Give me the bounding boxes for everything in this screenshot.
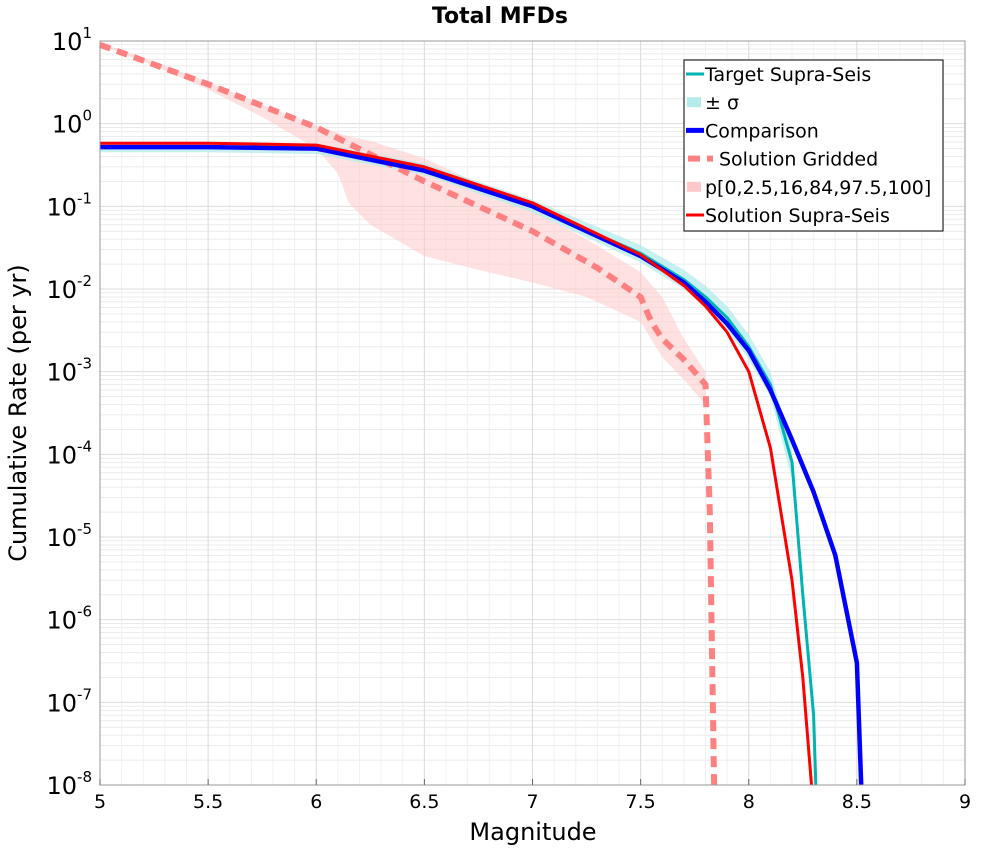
y-tick-label: 10-6 bbox=[46, 603, 92, 635]
legend-box bbox=[683, 59, 944, 232]
legend-label: Comparison bbox=[705, 120, 819, 142]
legend-swatch bbox=[687, 181, 701, 192]
legend-label: Solution Gridded bbox=[719, 149, 878, 171]
bands-layer bbox=[100, 42, 792, 480]
y-tick-label: 10-8 bbox=[46, 768, 92, 800]
x-axis-label: Magnitude bbox=[469, 818, 596, 846]
y-tick-label: 10-3 bbox=[46, 355, 92, 387]
series-solution-gridded bbox=[98, 41, 718, 786]
x-axis: 5 5.5 6 6.5 7 7.5 8 8.5 9 bbox=[94, 779, 971, 813]
series-comparison bbox=[100, 144, 864, 786]
y-axis: 101 100 10-1 10-2 10-3 10-4 10-5 10-6 10-7 10-8 bbox=[46, 24, 92, 800]
x-tick-label: 7.5 bbox=[626, 791, 656, 813]
x-tick-label: 7 bbox=[526, 791, 538, 813]
x-tick-label: 9 bbox=[959, 791, 971, 813]
y-tick-label: 10-7 bbox=[46, 685, 92, 717]
lines-layer bbox=[98, 41, 864, 786]
x-tick-label: 6.5 bbox=[409, 791, 439, 813]
legend-label: Solution Supra-Seis bbox=[705, 205, 890, 227]
legend: Target Supra-Seis ± σ Comparison Solution G… bbox=[683, 59, 944, 232]
x-tick-label: 8 bbox=[743, 791, 755, 813]
y-axis-label: Cumulative Rate (per yr) bbox=[4, 264, 32, 562]
legend-swatch bbox=[687, 97, 701, 108]
y-tick-label: 10-2 bbox=[46, 272, 92, 304]
x-tick-label: 8.5 bbox=[842, 791, 872, 813]
legend-label: Target Supra-Seis bbox=[704, 64, 871, 86]
y-tick-label: 10-1 bbox=[46, 189, 92, 221]
chart-title: Total MFDs bbox=[432, 4, 568, 29]
y-tick-label: 10-5 bbox=[46, 520, 92, 552]
legend-label: p[0,2.5,16,84,97.5,100] bbox=[705, 177, 931, 199]
y-tick-label: 10-4 bbox=[46, 437, 92, 469]
y-tick-label: 101 bbox=[52, 24, 92, 56]
x-tick-label: 6 bbox=[310, 791, 322, 813]
y-tick-label: 100 bbox=[52, 107, 92, 139]
x-tick-label: 5 bbox=[94, 791, 106, 813]
x-tick-label: 5.5 bbox=[193, 791, 223, 813]
percentile-band bbox=[100, 42, 706, 405]
series-solution-supra-seis bbox=[100, 141, 813, 786]
legend-label: ± σ bbox=[705, 92, 739, 114]
